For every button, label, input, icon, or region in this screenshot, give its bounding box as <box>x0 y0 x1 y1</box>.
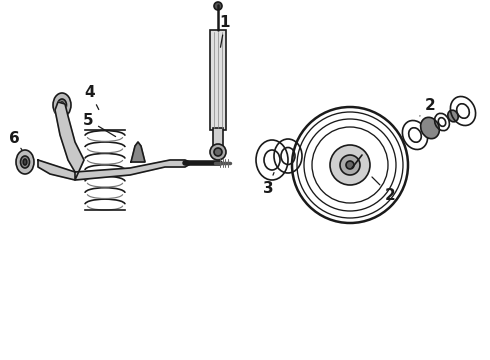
Circle shape <box>346 161 354 169</box>
Text: 2: 2 <box>420 98 436 116</box>
Text: 5: 5 <box>83 112 116 136</box>
Text: 1: 1 <box>220 14 230 47</box>
Polygon shape <box>38 160 192 180</box>
Ellipse shape <box>448 110 458 122</box>
Ellipse shape <box>57 99 67 111</box>
Circle shape <box>210 144 226 160</box>
Bar <box>213 128 223 150</box>
Circle shape <box>214 2 222 10</box>
Text: 3: 3 <box>263 172 274 195</box>
Ellipse shape <box>53 93 71 117</box>
Circle shape <box>330 145 370 185</box>
Ellipse shape <box>420 117 440 139</box>
Text: 6: 6 <box>9 131 22 150</box>
Circle shape <box>214 148 222 156</box>
Ellipse shape <box>60 102 64 108</box>
Ellipse shape <box>16 150 34 174</box>
Text: 2: 2 <box>372 177 395 202</box>
Polygon shape <box>55 102 84 180</box>
Text: 4: 4 <box>85 85 99 109</box>
Polygon shape <box>131 142 145 162</box>
Ellipse shape <box>23 159 27 165</box>
Circle shape <box>340 155 360 175</box>
Bar <box>210 30 226 130</box>
Ellipse shape <box>21 156 29 168</box>
